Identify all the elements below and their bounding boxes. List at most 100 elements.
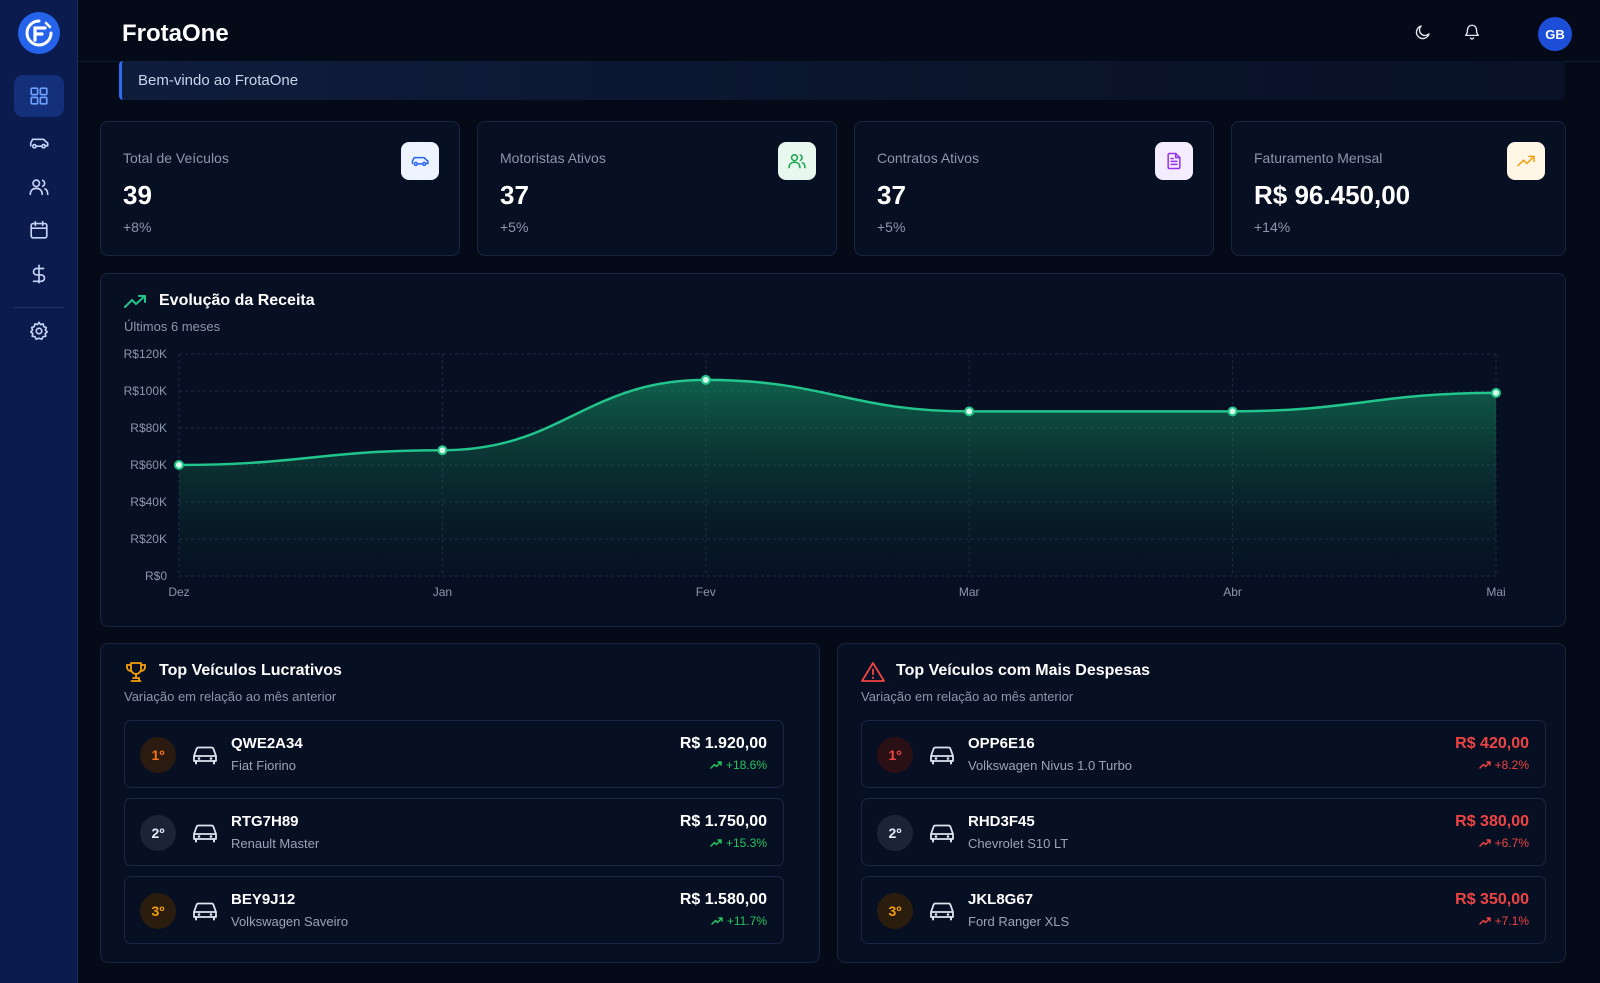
top-profit-card: Top Veículos Lucrativos Variação em rela…: [100, 643, 820, 963]
vehicle-amount: R$ 1.580,00: [679, 891, 767, 908]
sidebar: [0, 0, 78, 983]
trending-up-icon: [1478, 839, 1491, 847]
stat-label: Faturamento Mensal: [1254, 150, 1383, 166]
vehicle-change: +6.7%: [1478, 836, 1529, 850]
welcome-banner: Bem-vindo ao FrotaOne: [119, 61, 1565, 100]
stat-value: R$ 96.450,00: [1254, 180, 1411, 210]
stat-value: 37: [877, 180, 906, 210]
stat-value: 39: [123, 180, 152, 210]
vehicle-change: +7.1%: [1478, 914, 1529, 928]
rank-badge: 2º: [140, 815, 176, 851]
list-item[interactable]: 3º BEY9J12 Volkswagen Saveiro R$ 1.580,0…: [124, 876, 784, 944]
stat-label: Total de Veículos: [123, 150, 229, 166]
welcome-text: Bem-vindo ao FrotaOne: [138, 72, 299, 89]
users-icon: [788, 154, 806, 169]
y-tick-label: R$20K: [130, 532, 167, 546]
revenue-area-chart: R$0 R$20K R$40K R$60K R$80K R$100K R$120K Dez J…: [124, 347, 1506, 599]
app-logo[interactable]: [18, 12, 60, 54]
stat-card-vehicles: Total de Veículos 39 +8%: [100, 121, 460, 256]
x-tick-label: Mai: [1486, 585, 1505, 599]
sidebar-item-vehicles[interactable]: [14, 122, 64, 164]
rank-badge: 3º: [140, 893, 176, 929]
chart-title: Evolução da Receita: [159, 292, 315, 309]
vehicle-change: +18.6%: [710, 758, 767, 772]
top-expense-title: Top Veículos com Mais Despesas: [896, 662, 1151, 679]
change-value: +18.6%: [725, 758, 767, 772]
car-icon: [29, 138, 49, 149]
list-item[interactable]: 1º OPP6E16 Volkswagen Nivus 1.0 Turbo R$…: [861, 720, 1546, 788]
sidebar-item-finance[interactable]: [14, 253, 64, 295]
change-value: +7.1%: [1494, 914, 1529, 928]
revenue-area: [179, 379, 1496, 576]
vehicle-model: Fiat Fiorino: [231, 758, 297, 773]
change-value: +15.3%: [725, 836, 767, 850]
trending-up-icon: [1478, 761, 1491, 769]
x-tick-label: Mar: [959, 585, 980, 599]
data-point[interactable]: [1227, 406, 1238, 417]
stat-label: Motoristas Ativos: [500, 150, 606, 166]
stat-change: +14%: [1254, 219, 1291, 235]
sidebar-divider: [14, 307, 64, 308]
vehicle-plate: RTG7H89: [231, 813, 299, 830]
stat-change: +8%: [123, 219, 152, 235]
vehicle-model: Chevrolet S10 LT: [968, 836, 1069, 851]
trending-up-icon: [1478, 917, 1491, 925]
list-item[interactable]: 1º QWE2A34 Fiat Fiorino R$ 1.920,00 +18.…: [124, 720, 784, 788]
car-icon: [930, 824, 954, 843]
vehicle-amount: R$ 420,00: [1455, 735, 1529, 752]
moon-icon: [1415, 25, 1430, 40]
stat-icon-box: [1155, 142, 1193, 180]
data-point[interactable]: [700, 374, 711, 385]
stat-card-drivers: Motoristas Ativos 37 +5%: [477, 121, 837, 256]
trending-up-icon: [710, 761, 722, 769]
vehicle-change: +11.7%: [711, 914, 767, 928]
sidebar-item-settings[interactable]: [14, 310, 64, 352]
change-value: +8.2%: [1494, 758, 1529, 772]
list-item[interactable]: 2º RTG7H89 Renault Master R$ 1.750,00 +1…: [124, 798, 784, 866]
bell-icon: [1464, 24, 1480, 40]
x-tick-label: Jan: [433, 585, 452, 599]
car-icon: [930, 746, 954, 765]
vehicle-model: Volkswagen Nivus 1.0 Turbo: [968, 758, 1133, 773]
stat-card-revenue: Faturamento Mensal R$ 96.450,00 +14%: [1231, 121, 1566, 256]
y-tick-label: R$100K: [124, 384, 167, 398]
list-item[interactable]: 2º RHD3F45 Chevrolet S10 LT R$ 380,00 +6…: [861, 798, 1546, 866]
data-point[interactable]: [964, 406, 975, 417]
y-tick-label: R$80K: [130, 421, 167, 435]
x-tick-label: Abr: [1223, 585, 1242, 599]
car-icon: [193, 824, 217, 843]
list-item[interactable]: 3º JKL8G67 Ford Ranger XLS R$ 350,00 +7.…: [861, 876, 1546, 944]
car-icon: [193, 902, 217, 921]
document-icon: [1167, 152, 1181, 170]
stat-card-contracts: Contratos Ativos 37 +5%: [854, 121, 1214, 256]
revenue-chart-card: Evolução da Receita Últimos 6 meses R$0 R…: [100, 273, 1566, 627]
data-point[interactable]: [1491, 387, 1501, 398]
stat-change: +5%: [877, 219, 906, 235]
trending-up-icon: [1517, 155, 1535, 167]
user-avatar[interactable]: GB: [1538, 17, 1572, 51]
sidebar-item-calendar[interactable]: [14, 209, 64, 251]
x-tick-label: Dez: [168, 585, 189, 599]
trending-up-icon: [711, 917, 723, 925]
y-tick-label: R$120K: [124, 347, 167, 361]
change-value: +11.7%: [726, 914, 767, 928]
sidebar-item-drivers[interactable]: [14, 166, 64, 208]
vehicle-plate: OPP6E16: [968, 735, 1035, 752]
data-point[interactable]: [437, 445, 448, 456]
sidebar-item-dashboard[interactable]: [14, 75, 64, 117]
theme-toggle-button[interactable]: [1411, 20, 1435, 44]
revenue-line: [178, 378, 1497, 467]
vehicle-plate: JKL8G67: [968, 891, 1034, 908]
users-icon: [29, 179, 49, 196]
vehicle-change: +15.3%: [710, 836, 767, 850]
trending-up-icon: [710, 839, 722, 847]
data-point[interactable]: [174, 460, 184, 470]
top-profit-title: Top Veículos Lucrativos: [159, 662, 342, 679]
notifications-button[interactable]: [1460, 20, 1484, 44]
car-icon: [930, 902, 954, 921]
x-tick-label: Fev: [696, 585, 716, 599]
car-icon: [411, 156, 429, 167]
vehicle-model: Ford Ranger XLS: [968, 914, 1070, 929]
stat-value: 37: [500, 180, 529, 210]
change-value: +6.7%: [1494, 836, 1529, 850]
